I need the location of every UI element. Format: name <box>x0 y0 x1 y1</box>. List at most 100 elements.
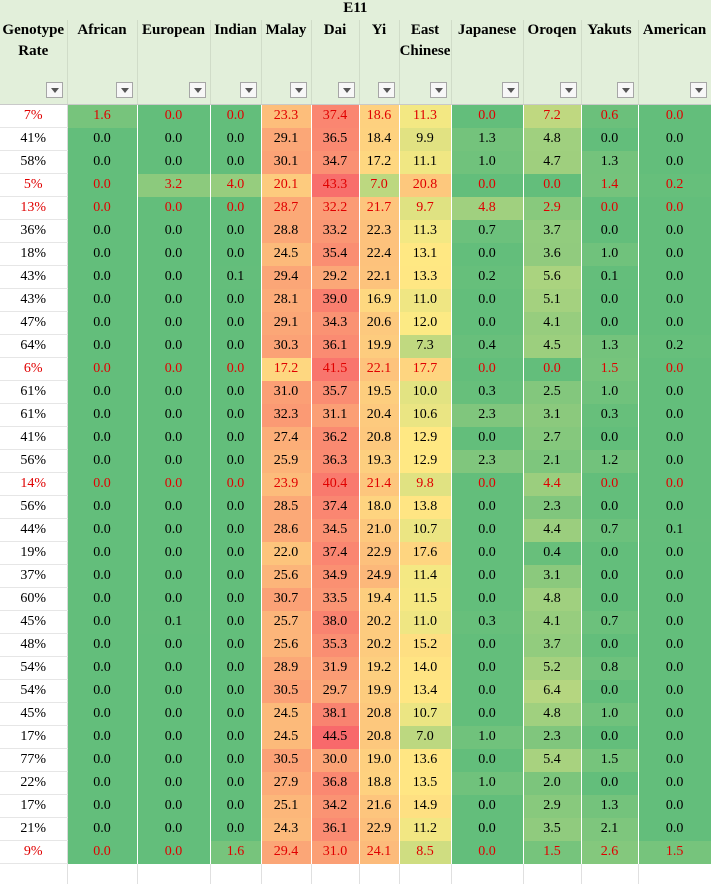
cell-yakuts[interactable]: 1.4 <box>581 174 638 197</box>
cell-american[interactable]: 0.0 <box>638 657 711 680</box>
cell-american[interactable]: 0.0 <box>638 404 711 427</box>
cell-european[interactable]: 0.0 <box>137 634 210 657</box>
cell-european[interactable]: 0.0 <box>137 519 210 542</box>
cell-african[interactable]: 0.0 <box>67 634 137 657</box>
cell-american[interactable]: 0.0 <box>638 473 711 496</box>
cell-genotype-rate[interactable]: 61% <box>0 381 67 404</box>
cell-japanese[interactable]: 0.0 <box>451 565 523 588</box>
cell-indian[interactable]: 0.0 <box>210 450 261 473</box>
cell-american[interactable]: 0.0 <box>638 680 711 703</box>
cell-genotype-rate[interactable]: 60% <box>0 588 67 611</box>
filter-dropdown-rate-chevron-down-icon[interactable] <box>46 82 63 98</box>
cell-japanese[interactable]: 0.0 <box>451 243 523 266</box>
cell-american[interactable]: 0.0 <box>638 197 711 220</box>
cell-european[interactable]: 0.0 <box>137 473 210 496</box>
cell-genotype-rate[interactable]: 6% <box>0 358 67 381</box>
cell-dai[interactable]: 30.0 <box>311 749 359 772</box>
cell-genotype-rate[interactable]: 45% <box>0 703 67 726</box>
cell-yi[interactable]: 22.9 <box>359 542 399 565</box>
cell-oroqen[interactable]: 4.1 <box>523 611 581 634</box>
cell-japanese[interactable]: 0.0 <box>451 105 523 128</box>
cell-yakuts[interactable]: 0.0 <box>581 473 638 496</box>
cell-yakuts[interactable]: 1.0 <box>581 381 638 404</box>
cell-east-chinese[interactable]: 12.0 <box>399 312 451 335</box>
cell-yakuts[interactable]: 0.0 <box>581 128 638 151</box>
cell-european[interactable]: 0.0 <box>137 657 210 680</box>
cell-yakuts[interactable]: 2.6 <box>581 841 638 864</box>
cell-indian[interactable]: 0.0 <box>210 749 261 772</box>
cell-malay[interactable]: 25.7 <box>261 611 311 634</box>
cell-japanese[interactable]: 0.0 <box>451 703 523 726</box>
cell-dai[interactable]: 38.0 <box>311 611 359 634</box>
cell-malay[interactable]: 24.5 <box>261 726 311 749</box>
cell-african[interactable]: 0.0 <box>67 266 137 289</box>
cell-japanese[interactable]: 2.3 <box>451 450 523 473</box>
cell-genotype-rate[interactable]: 22% <box>0 772 67 795</box>
cell-european[interactable]: 0.0 <box>137 358 210 381</box>
cell-african[interactable]: 0.0 <box>67 427 137 450</box>
cell-european[interactable]: 0.0 <box>137 496 210 519</box>
cell-african[interactable]: 0.0 <box>67 473 137 496</box>
cell-yi[interactable]: 20.2 <box>359 611 399 634</box>
cell-oroqen[interactable]: 5.4 <box>523 749 581 772</box>
cell-east-chinese[interactable]: 11.3 <box>399 220 451 243</box>
cell-genotype-rate[interactable]: 77% <box>0 749 67 772</box>
cell-african[interactable]: 0.0 <box>67 335 137 358</box>
cell-african[interactable]: 0.0 <box>67 197 137 220</box>
cell-american[interactable]: 0.0 <box>638 427 711 450</box>
cell-oroqen[interactable]: 5.1 <box>523 289 581 312</box>
cell-yi[interactable]: 21.0 <box>359 519 399 542</box>
cell-indian[interactable]: 0.1 <box>210 266 261 289</box>
empty-cell[interactable] <box>451 864 523 884</box>
cell-east-chinese[interactable]: 11.1 <box>399 151 451 174</box>
cell-dai[interactable]: 29.7 <box>311 680 359 703</box>
cell-oroqen[interactable]: 1.5 <box>523 841 581 864</box>
cell-american[interactable]: 0.0 <box>638 611 711 634</box>
cell-dai[interactable]: 34.3 <box>311 312 359 335</box>
cell-indian[interactable]: 0.0 <box>210 795 261 818</box>
cell-american[interactable]: 0.0 <box>638 634 711 657</box>
cell-african[interactable]: 0.0 <box>67 680 137 703</box>
cell-japanese[interactable]: 1.0 <box>451 726 523 749</box>
cell-oroqen[interactable]: 2.9 <box>523 795 581 818</box>
cell-japanese[interactable]: 0.0 <box>451 473 523 496</box>
cell-dai[interactable]: 43.3 <box>311 174 359 197</box>
cell-yi[interactable]: 7.0 <box>359 174 399 197</box>
cell-european[interactable]: 0.0 <box>137 450 210 473</box>
cell-malay[interactable]: 28.8 <box>261 220 311 243</box>
cell-african[interactable]: 0.0 <box>67 703 137 726</box>
cell-east-chinese[interactable]: 11.4 <box>399 565 451 588</box>
cell-genotype-rate[interactable]: 61% <box>0 404 67 427</box>
cell-african[interactable]: 0.0 <box>67 611 137 634</box>
cell-dai[interactable]: 37.4 <box>311 542 359 565</box>
cell-american[interactable]: 0.0 <box>638 358 711 381</box>
cell-american[interactable]: 0.0 <box>638 220 711 243</box>
cell-yi[interactable]: 16.9 <box>359 289 399 312</box>
cell-malay[interactable]: 28.9 <box>261 657 311 680</box>
cell-genotype-rate[interactable]: 5% <box>0 174 67 197</box>
cell-dai[interactable]: 44.5 <box>311 726 359 749</box>
cell-yakuts[interactable]: 1.0 <box>581 703 638 726</box>
cell-african[interactable]: 0.0 <box>67 450 137 473</box>
cell-yi[interactable]: 20.8 <box>359 703 399 726</box>
cell-japanese[interactable]: 0.3 <box>451 381 523 404</box>
cell-genotype-rate[interactable]: 19% <box>0 542 67 565</box>
cell-african[interactable]: 0.0 <box>67 496 137 519</box>
cell-malay[interactable]: 28.6 <box>261 519 311 542</box>
cell-japanese[interactable]: 0.0 <box>451 312 523 335</box>
cell-east-chinese[interactable]: 13.4 <box>399 680 451 703</box>
cell-genotype-rate[interactable]: 17% <box>0 795 67 818</box>
filter-dropdown-yi-chevron-down-icon[interactable] <box>378 82 395 98</box>
cell-yakuts[interactable]: 1.3 <box>581 151 638 174</box>
cell-yakuts[interactable]: 1.5 <box>581 749 638 772</box>
cell-dai[interactable]: 37.4 <box>311 105 359 128</box>
cell-european[interactable]: 0.0 <box>137 151 210 174</box>
filter-dropdown-malay-chevron-down-icon[interactable] <box>290 82 307 98</box>
cell-american[interactable]: 0.0 <box>638 565 711 588</box>
cell-east-chinese[interactable]: 9.9 <box>399 128 451 151</box>
cell-american[interactable]: 0.0 <box>638 289 711 312</box>
cell-yakuts[interactable]: 0.0 <box>581 197 638 220</box>
cell-dai[interactable]: 33.2 <box>311 220 359 243</box>
cell-malay[interactable]: 24.5 <box>261 703 311 726</box>
cell-yakuts[interactable]: 0.0 <box>581 427 638 450</box>
